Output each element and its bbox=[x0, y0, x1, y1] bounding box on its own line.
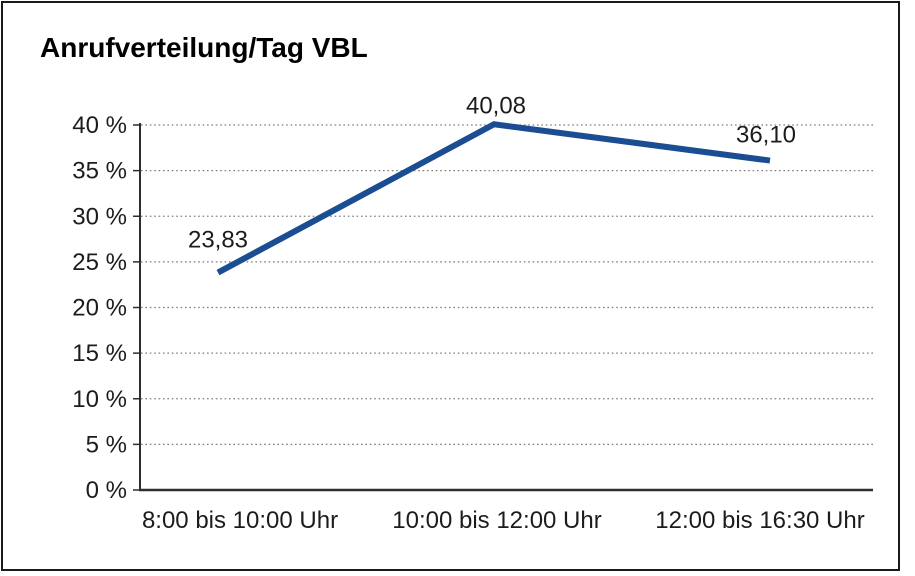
y-tick-label: 0 % bbox=[86, 477, 127, 504]
data-point-label: 23,83 bbox=[188, 227, 248, 254]
data-point-label: 40,08 bbox=[466, 92, 526, 119]
chart-title: Anrufverteilung/Tag VBL bbox=[40, 32, 368, 63]
y-tick-label: 40 % bbox=[72, 112, 127, 139]
chart-frame-border bbox=[1, 1, 900, 571]
y-tick-label: 15 % bbox=[72, 340, 127, 367]
data-point-label: 36,10 bbox=[736, 122, 796, 149]
y-tick-label: 20 % bbox=[72, 295, 127, 322]
y-tick-label: 5 % bbox=[86, 431, 127, 458]
x-category-label: 8:00 bis 10:00 Uhr bbox=[142, 507, 338, 534]
data-series-line bbox=[216, 121, 771, 276]
y-tick-label: 10 % bbox=[72, 386, 127, 413]
x-category-label: 12:00 bis 16:30 Uhr bbox=[655, 507, 864, 534]
y-tick-label: 35 % bbox=[72, 158, 127, 185]
x-category-label: 10:00 bis 12:00 Uhr bbox=[392, 507, 601, 534]
y-tick-label: 30 % bbox=[72, 203, 127, 230]
y-tick-label: 25 % bbox=[72, 249, 127, 276]
